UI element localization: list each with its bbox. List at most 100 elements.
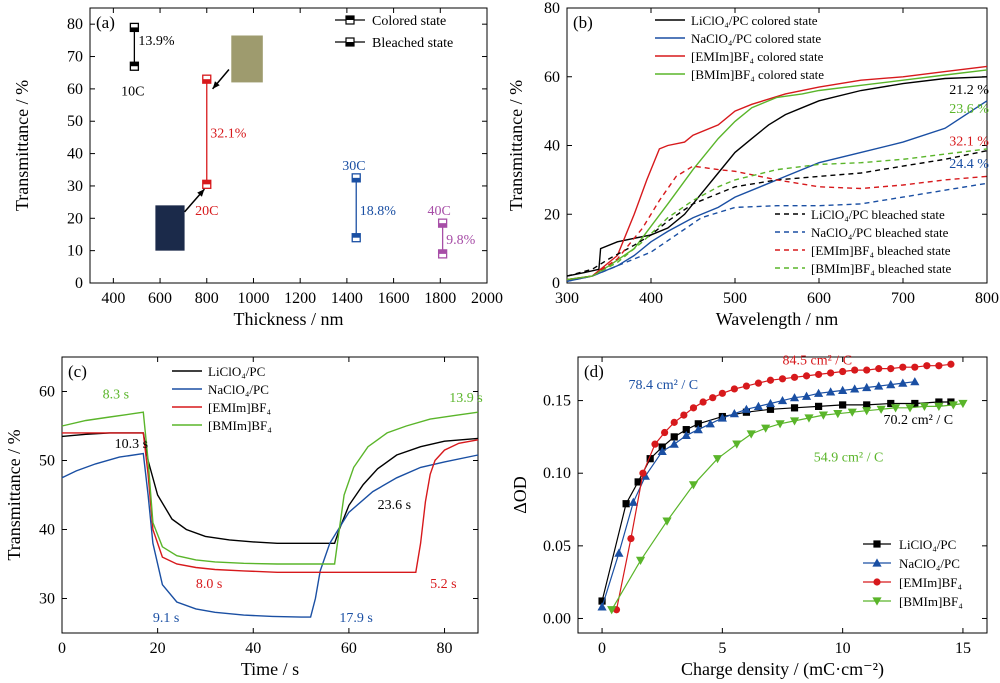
marker [730, 385, 738, 393]
annotation: 23.6 s [378, 498, 411, 513]
plot-frame [89, 7, 488, 284]
marker [741, 404, 752, 413]
y-tick-label: 0 [552, 275, 560, 292]
marker [890, 404, 901, 413]
legend-label: [EMIm]BF₄ colored state [691, 49, 824, 64]
marker [863, 366, 871, 374]
legend-label: [BMIm]BF₄ [208, 418, 272, 433]
panel-label: (c) [68, 362, 87, 381]
annotation: 70.2 cm² / C [884, 413, 954, 428]
sample-label: 10C [121, 84, 144, 99]
y-tick-label: 30 [67, 178, 83, 195]
legend-label: Bleached state [372, 36, 453, 51]
marker [818, 411, 828, 420]
x-axis-label: Wavelength / nm [716, 309, 839, 329]
marker [614, 548, 624, 557]
legend-label: [EMIm]BF₄ [208, 400, 272, 415]
series-line [61, 411, 479, 565]
marker [732, 440, 742, 449]
series-line [566, 182, 988, 282]
x-tick-label: 1200 [284, 290, 316, 307]
marker [887, 399, 895, 408]
y-tick-label: 60 [67, 81, 83, 98]
x-axis-label: Thickness / nm [234, 309, 344, 329]
x-tick-label: 0 [598, 640, 606, 657]
x-tick-label: 700 [891, 290, 915, 307]
y-tick-label: 0.05 [543, 538, 571, 555]
marker [958, 399, 968, 409]
x-tick-label: 40 [245, 640, 261, 657]
marker [775, 420, 785, 429]
marker [804, 414, 814, 423]
marker [777, 395, 788, 405]
marker [876, 405, 886, 414]
legend-label: LiClO₄/PC bleached state [811, 207, 945, 222]
annotation: 21.2 % [949, 83, 989, 98]
series-line [566, 165, 988, 281]
marker [935, 362, 943, 370]
series-line [566, 65, 988, 281]
marker [670, 418, 678, 426]
x-tick-label: 80 [437, 640, 453, 657]
y-axis-label: Transmittance / % [506, 80, 526, 211]
marker [898, 378, 908, 387]
marker-fill [130, 27, 139, 32]
y-tick-label: 30 [39, 591, 55, 608]
panel-a: 400 600 800 1000 1200 1400 1600 1800 2000 0 10 20 30… [12, 7, 503, 329]
marker [651, 440, 659, 448]
marker [765, 398, 776, 408]
marker [862, 407, 872, 416]
series-line [61, 452, 479, 618]
marker [872, 558, 882, 567]
marker [669, 439, 679, 448]
marker [850, 384, 860, 393]
y-tick-label: 50 [39, 453, 55, 470]
sample-label: 30C [342, 159, 365, 174]
marker [790, 373, 799, 381]
marker [826, 387, 836, 396]
series-line [566, 76, 988, 277]
plot-frame [61, 356, 479, 634]
annotation: 10.3 s [115, 437, 148, 452]
marker [682, 426, 690, 434]
annotation: 8.0 s [196, 577, 222, 592]
marker [694, 420, 702, 428]
legend-marker-fill [346, 42, 354, 46]
marker [886, 380, 896, 389]
delta-label: 13.9% [138, 34, 175, 49]
x-tick-label: 2000 [471, 290, 503, 307]
plot-frame [577, 356, 988, 634]
marker [717, 413, 727, 422]
marker [873, 578, 881, 586]
series-line [62, 432, 479, 573]
marker-fill [352, 233, 361, 238]
marker [911, 363, 919, 371]
legend-label: [BMIm]BF₄ colored state [691, 67, 824, 82]
x-tick-label: 1600 [378, 290, 410, 307]
legend-label: LiClO₄/PC [899, 537, 956, 552]
marker [923, 362, 931, 370]
marker [934, 402, 944, 411]
y-tick-label: 40 [39, 522, 55, 539]
x-tick-label: 400 [101, 290, 125, 307]
marker-fill [438, 249, 447, 254]
marker [761, 424, 771, 433]
panel-label: (b) [573, 13, 593, 32]
y-tick-label: 60 [39, 384, 55, 401]
marker-fill [438, 223, 447, 228]
y-tick-label: 20 [544, 206, 560, 223]
annotation: 8.3 s [103, 387, 129, 402]
marker [838, 385, 848, 395]
marker [699, 398, 707, 406]
marker [742, 382, 751, 390]
marker [709, 394, 717, 402]
marker [754, 379, 763, 387]
marker [790, 404, 799, 412]
annotation: 23.6 % [949, 102, 989, 117]
delta-label: 9.8% [446, 233, 476, 248]
delta-label: 18.8% [360, 204, 397, 219]
panel-d: 0 5 10 15 0.00 0.05 0.10 0.15 Charge density / (… [510, 353, 988, 680]
colored-swatch [155, 205, 185, 251]
marker-fill [202, 180, 211, 185]
